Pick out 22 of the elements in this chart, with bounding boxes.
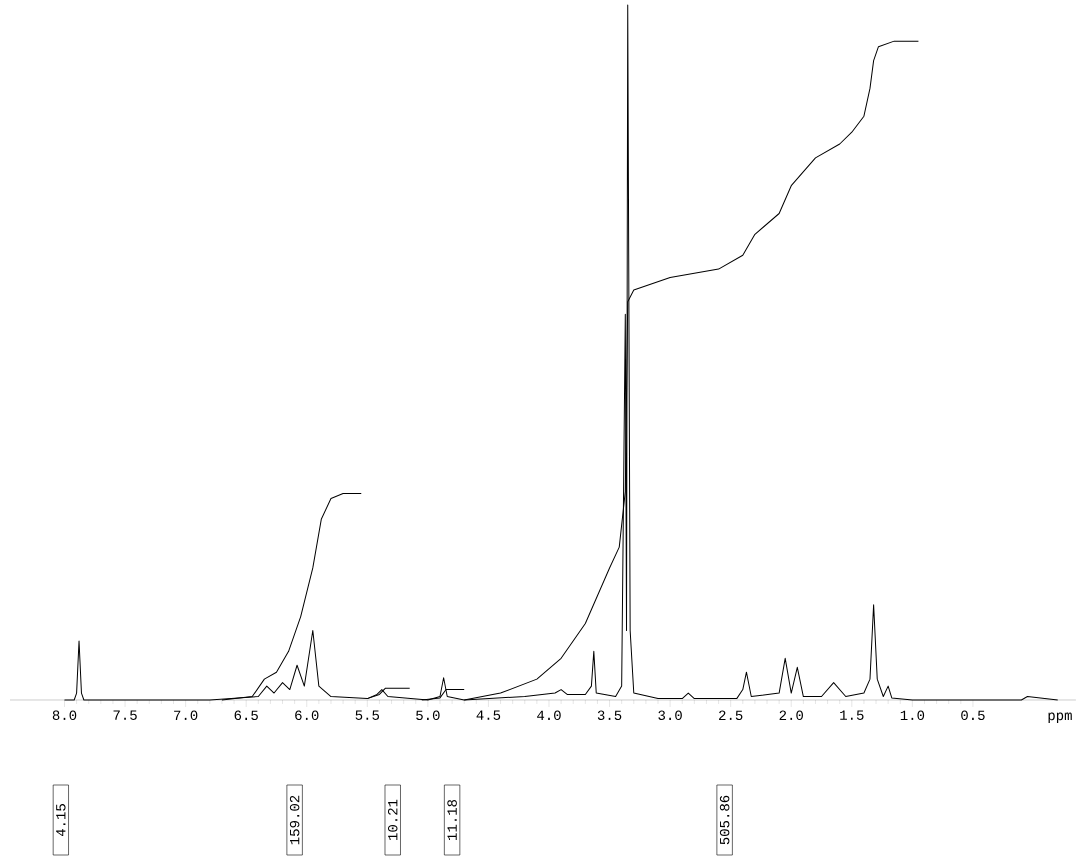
x-tick-label: 4.0 (537, 710, 561, 721)
x-tick-label: 3.5 (597, 710, 622, 721)
x-tick-label: 5.5 (355, 710, 380, 720)
x-tick-label: 3.0 (658, 710, 682, 721)
x-tick-label: 1.0 (900, 710, 925, 721)
x-tick-label: 6.0 (295, 710, 319, 721)
text: 505.86 (719, 795, 730, 845)
x-tick-label: 5.0 (416, 710, 440, 721)
text: 10.21 (388, 799, 398, 840)
x-tick-label: 7.0 (174, 710, 198, 721)
x-tick-label: 7.5 (113, 710, 137, 720)
x-tick-label: 0.5 (961, 710, 985, 721)
x-tick-label: 2.5 (719, 710, 743, 721)
text: 159.02 (289, 795, 300, 845)
x-axis-title: ppm (1048, 712, 1072, 723)
x-tick-label: 2.0 (779, 710, 803, 721)
text: 4.15 (56, 804, 66, 837)
x-tick-label: 1.5 (840, 710, 864, 720)
text: 11.18 (447, 799, 457, 840)
x-tick-label: 4.5 (476, 710, 501, 720)
x-tick-label: 6.5 (234, 710, 258, 721)
x-tick-label: 8.0 (52, 710, 77, 721)
